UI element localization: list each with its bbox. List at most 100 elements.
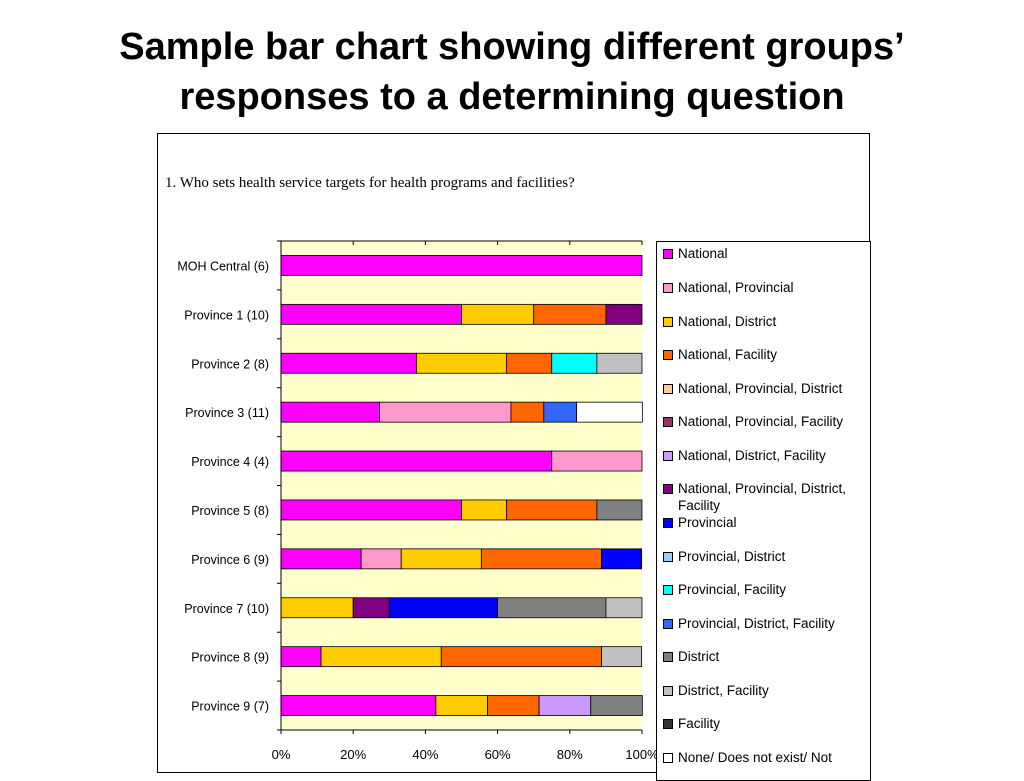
legend-entry: Provincial: [663, 514, 868, 531]
bar-segment: [480, 548, 602, 570]
legend-entry: National: [663, 245, 868, 262]
legend-label: National, District, Facility: [678, 448, 826, 463]
legend-entry: National, Provincial: [663, 279, 868, 296]
legend-swatch: [663, 552, 673, 562]
legend-swatch: [663, 652, 673, 662]
legend-entry: National, Facility: [663, 346, 868, 363]
bar-segment: [533, 303, 607, 325]
legend-entry: National, Provincial, District: [663, 380, 868, 397]
legend-label: District: [678, 649, 720, 664]
bar-segment: [360, 548, 402, 570]
bar-segment: [280, 450, 553, 472]
legend-label: National: [678, 246, 728, 261]
legend-label: National, Provincial, District, Facility: [678, 481, 847, 513]
legend-entry: National, District: [663, 313, 868, 330]
bar-segment: [605, 597, 643, 619]
bar-segment: [280, 597, 354, 619]
bar-segment: [506, 499, 598, 521]
legend-label: National, Provincial, Facility: [678, 414, 844, 429]
bar-segment: [576, 401, 643, 423]
legend-label: Facility: [678, 716, 721, 731]
bar-segment: [440, 646, 602, 668]
bar-segment: [601, 548, 643, 570]
bar-segment: [596, 499, 643, 521]
legend-entry: Provincial, Facility: [663, 581, 868, 598]
y-tick-label: Province 4 (4): [191, 455, 269, 469]
legend-entry: District, Facility: [663, 682, 868, 699]
bar-segment: [601, 646, 643, 668]
bar-segment: [551, 352, 598, 374]
bar-segment: [605, 303, 643, 325]
legend-swatch: [663, 518, 673, 528]
legend-label: Provincial, District: [678, 549, 786, 564]
bar-segment: [510, 401, 545, 423]
legend-entry: Provincial, District: [663, 548, 868, 565]
bar-segment: [320, 646, 442, 668]
legend-swatch: [663, 283, 673, 293]
legend-swatch: [663, 619, 673, 629]
bar-segment: [280, 499, 462, 521]
legend-entry: National, District, Facility: [663, 447, 868, 464]
y-tick-label: Province 3 (11): [185, 406, 269, 420]
bar-segment: [280, 646, 322, 668]
bar-segment: [280, 695, 437, 716]
x-tick-label: 40%: [412, 747, 438, 762]
bar-segment: [280, 303, 462, 325]
legend-entry: National, Provincial, District, Facility: [663, 480, 868, 514]
legend-swatch: [663, 249, 673, 259]
x-tick-label: 60%: [485, 747, 511, 762]
legend-label: Provincial, District, Facility: [678, 616, 835, 631]
legend-label: National, Provincial, District: [678, 381, 843, 396]
bar-segment: [379, 401, 512, 423]
legend-label: National, District: [678, 314, 777, 329]
legend-swatch: [663, 585, 673, 595]
y-tick-label: Province 5 (8): [191, 504, 269, 518]
legend-swatch: [663, 686, 673, 696]
legend-label: National, Facility: [678, 347, 778, 362]
bar-segment: [497, 597, 607, 619]
legend-label: Provincial, Facility: [678, 582, 787, 597]
bar-segment: [487, 695, 540, 716]
y-tick-label: Province 1 (10): [184, 308, 269, 322]
x-tick-label: 20%: [340, 747, 366, 762]
legend-label: Provincial: [678, 515, 737, 530]
y-tick-label: Province 9 (7): [191, 700, 269, 714]
legend-swatch: [663, 417, 673, 427]
chart-legend: National National, Provincial National, Di…: [656, 241, 871, 781]
legend-entry: District: [663, 648, 868, 665]
bar-segment: [551, 450, 643, 472]
y-tick-label: Province 7 (10): [184, 602, 269, 616]
bar-segment: [590, 695, 643, 716]
bar-segment: [461, 303, 535, 325]
legend-label: National, Provincial: [678, 280, 794, 295]
x-tick-label: 0%: [272, 747, 291, 762]
bar-segment: [352, 597, 390, 619]
y-tick-label: MOH Central (6): [177, 259, 269, 273]
x-tick-label: 80%: [557, 747, 583, 762]
legend-entry: Facility: [663, 715, 868, 732]
legend-entry: Provincial, District, Facility: [663, 615, 868, 632]
bar-segment: [280, 352, 417, 374]
legend-entry: None/ Does not exist/ Not: [663, 749, 868, 766]
bar-segment: [280, 255, 643, 276]
legend-swatch: [663, 384, 673, 394]
legend-swatch: [663, 484, 673, 494]
bar-segment: [415, 352, 508, 374]
bar-segment: [543, 401, 578, 423]
legend-label: None/ Does not exist/ Not: [678, 750, 832, 765]
bar-segment: [596, 352, 643, 374]
y-tick-label: Province 6 (9): [191, 553, 269, 567]
legend-swatch: [663, 350, 673, 360]
legend-swatch: [663, 719, 673, 729]
legend-swatch: [663, 317, 673, 327]
x-tick-label: 100%: [625, 747, 659, 762]
bar-segment: [388, 597, 498, 619]
y-tick-label: Province 8 (9): [191, 651, 269, 665]
bar-segment: [400, 548, 482, 570]
legend-label: District, Facility: [678, 683, 769, 698]
slide-title-line-2: responses to a determining question: [179, 76, 845, 118]
bar-segment: [506, 352, 553, 374]
legend-swatch: [663, 753, 673, 763]
slide-title-line-1: Sample bar chart showing different group…: [119, 26, 905, 68]
